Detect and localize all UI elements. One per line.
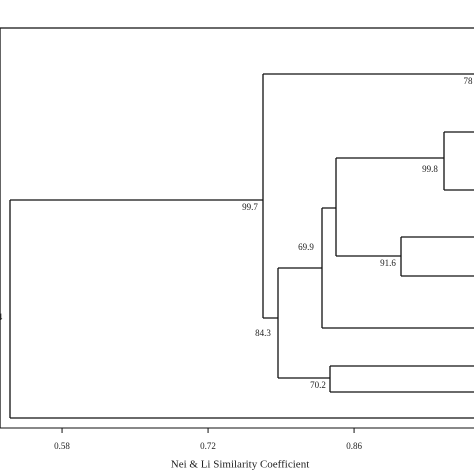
x-tick-label: 0.86	[346, 441, 362, 451]
x-tick-label: 0.72	[200, 441, 216, 451]
node-label: 99.8	[422, 164, 438, 174]
node-label: 91.6	[380, 258, 396, 268]
node-label: 99.7	[242, 202, 258, 212]
branch	[329, 365, 474, 393]
branch	[9, 199, 474, 419]
x-tick-label: 0.58	[54, 441, 70, 451]
branch	[321, 207, 474, 329]
node-label: 69.9	[298, 242, 314, 252]
node-label: 84.3	[255, 328, 271, 338]
node-label: 78	[464, 76, 474, 86]
branch	[335, 157, 444, 257]
node-label: 70.2	[310, 380, 326, 390]
branch	[262, 73, 474, 319]
branch	[277, 267, 330, 379]
node-label: 4	[0, 312, 3, 322]
tree	[9, 73, 474, 419]
x-axis-label: Nei & Li Similarity Coefficient	[171, 459, 310, 471]
branch	[443, 131, 474, 191]
branch	[400, 236, 474, 277]
